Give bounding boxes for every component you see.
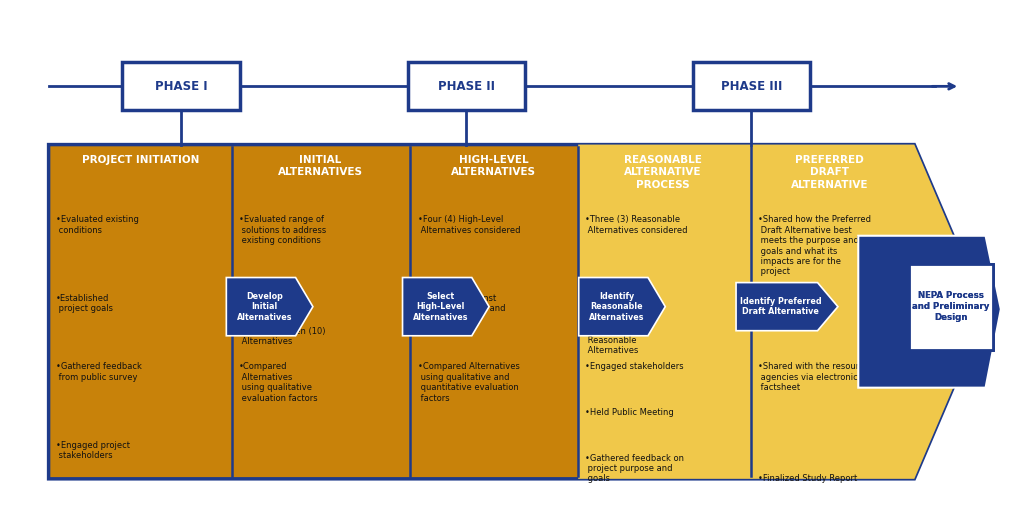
FancyBboxPatch shape — [123, 62, 240, 111]
Polygon shape — [579, 278, 666, 336]
FancyBboxPatch shape — [408, 62, 524, 111]
Text: •Four (4) High-Level
 Alternatives considered: •Four (4) High-Level Alternatives consid… — [418, 216, 521, 235]
Polygon shape — [402, 278, 489, 336]
Text: HIGH-LEVEL
ALTERNATIVES: HIGH-LEVEL ALTERNATIVES — [452, 155, 537, 177]
Text: •Engaged stakeholders: •Engaged stakeholders — [586, 362, 684, 371]
Text: •Shared with the resource
 agencies via electronic
 factsheet: •Shared with the resource agencies via e… — [759, 362, 869, 392]
Text: •Developed ten (10)
 Alternatives: •Developed ten (10) Alternatives — [239, 327, 326, 346]
Text: •Screened against
 project purpose and
 goals: •Screened against project purpose and go… — [418, 294, 506, 324]
Text: •Evaluated range of
 solutions to address
 existing conditions: •Evaluated range of solutions to address… — [239, 216, 327, 245]
Polygon shape — [858, 236, 1000, 388]
Text: REASONABLE
ALTERNATIVE
PROCESS: REASONABLE ALTERNATIVE PROCESS — [624, 155, 701, 189]
Text: Develop
Initial
Alternatives: Develop Initial Alternatives — [237, 292, 292, 322]
Text: •Established
 project goals: •Established project goals — [55, 294, 113, 313]
FancyBboxPatch shape — [909, 264, 992, 350]
Text: •Gathered feedback
 from public survey: •Gathered feedback from public survey — [55, 362, 141, 382]
Text: Select
High-Level
Alternatives: Select High-Level Alternatives — [413, 292, 468, 322]
Text: •Compared
 Alternatives
 using qualitative
 evaluation factors: •Compared Alternatives using qualitative… — [239, 362, 317, 402]
Text: •Compared Alternatives
 using qualitative and
 quantitative evaluation
 factors: •Compared Alternatives using qualitative… — [418, 362, 520, 402]
Text: PHASE III: PHASE III — [721, 80, 782, 93]
Text: •Finalized Study Report: •Finalized Study Report — [759, 474, 858, 483]
Polygon shape — [736, 283, 838, 331]
FancyBboxPatch shape — [693, 62, 810, 111]
Text: Identify Preferred
Draft Alternative: Identify Preferred Draft Alternative — [740, 297, 821, 316]
Text: INITIAL
ALTERNATIVES: INITIAL ALTERNATIVES — [279, 155, 364, 177]
Text: PHASE I: PHASE I — [155, 80, 207, 93]
FancyBboxPatch shape — [909, 264, 992, 350]
Text: PREFERRED
DRAFT
ALTERNATIVE: PREFERRED DRAFT ALTERNATIVE — [791, 155, 868, 189]
Text: •Evaluated existing
 conditions: •Evaluated existing conditions — [55, 216, 138, 235]
Text: •Shared how the Preferred
 Draft Alternative best
 meets the purpose and
 goals : •Shared how the Preferred Draft Alternat… — [759, 216, 871, 276]
Text: NEPA Process
and Preliminary
Design: NEPA Process and Preliminary Design — [912, 291, 989, 322]
Text: Identify
Reasonable
Alternatives: Identify Reasonable Alternatives — [589, 292, 644, 322]
Polygon shape — [579, 144, 985, 479]
Text: •Three (3) Reasonable
 Alternatives considered: •Three (3) Reasonable Alternatives consi… — [586, 216, 688, 235]
Text: •Engaged project
 stakeholders: •Engaged project stakeholders — [55, 441, 130, 460]
Text: •Evaluated social,
 economic and
 environmental
 impacts of the
 Reasonable
 Alt: •Evaluated social, economic and environm… — [586, 294, 662, 355]
Text: PHASE II: PHASE II — [437, 80, 495, 93]
Text: •Gathered feedback on
 project purpose and
 goals: •Gathered feedback on project purpose an… — [586, 454, 684, 483]
Text: PROJECT INITIATION: PROJECT INITIATION — [82, 155, 199, 165]
Text: •Held Public Meeting: •Held Public Meeting — [586, 408, 674, 417]
Text: NEPA Process
and Preliminary
Design: NEPA Process and Preliminary Design — [912, 291, 989, 322]
Polygon shape — [48, 144, 985, 479]
Polygon shape — [226, 278, 313, 336]
